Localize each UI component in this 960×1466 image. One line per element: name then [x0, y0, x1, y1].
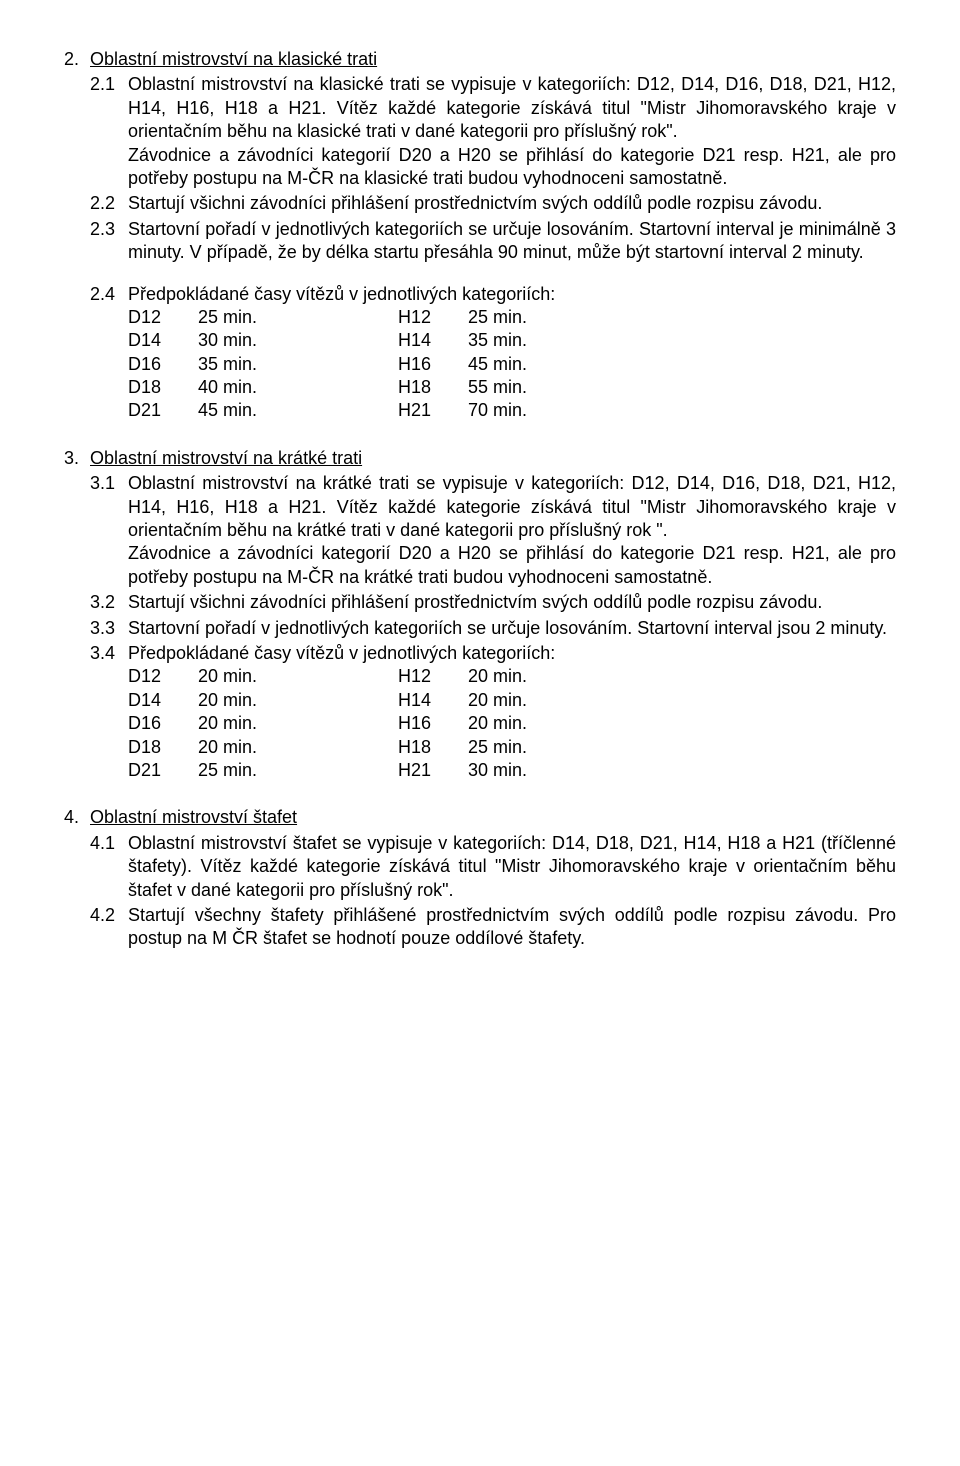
category: D12: [128, 665, 198, 688]
category: H16: [398, 353, 468, 376]
time-value: 20 min.: [468, 665, 588, 688]
time-value: 30 min.: [468, 759, 588, 782]
category: H18: [398, 376, 468, 399]
category: H14: [398, 329, 468, 352]
item-2-2: 2.2 Startují všichni závodníci přihlášen…: [64, 192, 896, 215]
time-value: 35 min.: [468, 329, 588, 352]
sub-text: Startovní pořadí v jednotlivých kategori…: [128, 218, 896, 265]
section-title: Oblastní mistrovství štafet: [90, 806, 297, 829]
time-value: 20 min.: [198, 665, 398, 688]
time-value: 45 min.: [198, 399, 398, 422]
time-value: 30 min.: [198, 329, 398, 352]
item-3-1-cont: Závodnice a závodníci kategorií D20 a H2…: [64, 542, 896, 589]
time-value: 45 min.: [468, 353, 588, 376]
section-2-head: 2. Oblastní mistrovství na klasické trat…: [64, 48, 896, 71]
times-row: D21 45 min. H21 70 min.: [128, 399, 896, 422]
times-row: D16 35 min. H16 45 min.: [128, 353, 896, 376]
category: D18: [128, 376, 198, 399]
item-3-4: 3.4 Předpokládané časy vítězů v jednotli…: [64, 642, 896, 665]
times-row: D18 20 min. H18 25 min.: [128, 736, 896, 759]
sub-number: 3.2: [64, 591, 128, 614]
sub-text: Předpokládané časy vítězů v jednotlivých…: [128, 642, 896, 665]
time-value: 25 min.: [198, 759, 398, 782]
times-row: D14 20 min. H14 20 min.: [128, 689, 896, 712]
sub-number: 4.1: [64, 832, 128, 902]
sub-number: 4.2: [64, 904, 128, 951]
section-number: 2.: [64, 48, 90, 71]
category: H14: [398, 689, 468, 712]
times-row: D12 20 min. H12 20 min.: [128, 665, 896, 688]
times-row: D16 20 min. H16 20 min.: [128, 712, 896, 735]
times-table-2: D12 25 min. H12 25 min. D14 30 min. H14 …: [64, 306, 896, 423]
category: D14: [128, 329, 198, 352]
sub-text: Předpokládané časy vítězů v jednotlivých…: [128, 283, 896, 306]
sub-text: Oblastní mistrovství na klasické trati s…: [128, 73, 896, 143]
sub-number: 2.4: [64, 283, 128, 306]
item-3-1: 3.1 Oblastní mistrovství na krátké trati…: [64, 472, 896, 542]
time-value: 25 min.: [468, 306, 588, 329]
item-2-4: 2.4 Předpokládané časy vítězů v jednotli…: [64, 283, 896, 306]
time-value: 35 min.: [198, 353, 398, 376]
sub-text: Startují všichni závodníci přihlášení pr…: [128, 591, 896, 614]
category: D16: [128, 712, 198, 735]
category: D21: [128, 759, 198, 782]
category: D12: [128, 306, 198, 329]
sub-text: Startovní pořadí v jednotlivých kategori…: [128, 617, 896, 640]
category: D18: [128, 736, 198, 759]
section-3-head: 3. Oblastní mistrovství na krátké trati: [64, 447, 896, 470]
section-4-head: 4. Oblastní mistrovství štafet: [64, 806, 896, 829]
section-number: 4.: [64, 806, 90, 829]
item-3-2: 3.2 Startují všichni závodníci přihlášen…: [64, 591, 896, 614]
category: D21: [128, 399, 198, 422]
sub-number: 3.4: [64, 642, 128, 665]
item-2-3: 2.3 Startovní pořadí v jednotlivých kate…: [64, 218, 896, 265]
section-number: 3.: [64, 447, 90, 470]
section-title: Oblastní mistrovství na klasické trati: [90, 48, 377, 71]
category: H12: [398, 306, 468, 329]
section-title: Oblastní mistrovství na krátké trati: [90, 447, 362, 470]
sub-text: Startují všechny štafety přihlášené pros…: [128, 904, 896, 951]
time-value: 20 min.: [198, 736, 398, 759]
category: H12: [398, 665, 468, 688]
category: H16: [398, 712, 468, 735]
time-value: 40 min.: [198, 376, 398, 399]
time-value: 55 min.: [468, 376, 588, 399]
category: H21: [398, 399, 468, 422]
sub-number: 2.2: [64, 192, 128, 215]
item-4-2: 4.2 Startují všechny štafety přihlášené …: [64, 904, 896, 951]
sub-text: Oblastní mistrovství štafet se vypisuje …: [128, 832, 896, 902]
times-row: D12 25 min. H12 25 min.: [128, 306, 896, 329]
times-table-3: D12 20 min. H12 20 min. D14 20 min. H14 …: [64, 665, 896, 782]
sub-number: 2.1: [64, 73, 128, 143]
item-2-1: 2.1 Oblastní mistrovství na klasické tra…: [64, 73, 896, 143]
time-value: 20 min.: [468, 689, 588, 712]
sub-number: 3.1: [64, 472, 128, 542]
category: H18: [398, 736, 468, 759]
times-row: D18 40 min. H18 55 min.: [128, 376, 896, 399]
time-value: 25 min.: [468, 736, 588, 759]
time-value: 20 min.: [198, 712, 398, 735]
item-4-1: 4.1 Oblastní mistrovství štafet se vypis…: [64, 832, 896, 902]
item-2-1-cont: Závodnice a závodníci kategorií D20 a H2…: [64, 144, 896, 191]
time-value: 70 min.: [468, 399, 588, 422]
time-value: 20 min.: [468, 712, 588, 735]
sub-number: 2.3: [64, 218, 128, 265]
sub-number: 3.3: [64, 617, 128, 640]
time-value: 25 min.: [198, 306, 398, 329]
item-3-3: 3.3 Startovní pořadí v jednotlivých kate…: [64, 617, 896, 640]
category: D14: [128, 689, 198, 712]
times-row: D21 25 min. H21 30 min.: [128, 759, 896, 782]
times-row: D14 30 min. H14 35 min.: [128, 329, 896, 352]
category: D16: [128, 353, 198, 376]
sub-text: Oblastní mistrovství na krátké trati se …: [128, 472, 896, 542]
sub-text: Startují všichni závodníci přihlášení pr…: [128, 192, 896, 215]
time-value: 20 min.: [198, 689, 398, 712]
category: H21: [398, 759, 468, 782]
